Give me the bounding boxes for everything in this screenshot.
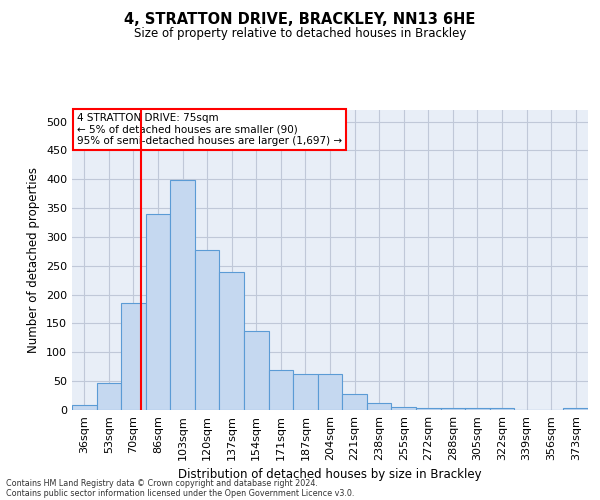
Bar	[416, 408, 440, 410]
Bar	[563, 408, 588, 410]
Text: Contains HM Land Registry data © Crown copyright and database right 2024.: Contains HM Land Registry data © Crown c…	[6, 478, 318, 488]
Bar	[465, 408, 490, 410]
Bar	[391, 406, 416, 410]
Bar	[342, 394, 367, 410]
Text: Size of property relative to detached houses in Brackley: Size of property relative to detached ho…	[134, 28, 466, 40]
Text: 4, STRATTON DRIVE, BRACKLEY, NN13 6HE: 4, STRATTON DRIVE, BRACKLEY, NN13 6HE	[124, 12, 476, 28]
Bar	[367, 403, 391, 410]
Bar	[269, 370, 293, 410]
Bar	[440, 408, 465, 410]
Text: Contains public sector information licensed under the Open Government Licence v3: Contains public sector information licen…	[6, 488, 355, 498]
Text: 4 STRATTON DRIVE: 75sqm
← 5% of detached houses are smaller (90)
95% of semi-det: 4 STRATTON DRIVE: 75sqm ← 5% of detached…	[77, 113, 342, 146]
Bar	[244, 331, 269, 410]
Bar	[318, 374, 342, 410]
Y-axis label: Number of detached properties: Number of detached properties	[28, 167, 40, 353]
Bar	[195, 250, 220, 410]
Bar	[72, 406, 97, 410]
Bar	[293, 374, 318, 410]
Bar	[490, 408, 514, 410]
Bar	[146, 214, 170, 410]
Bar	[97, 384, 121, 410]
X-axis label: Distribution of detached houses by size in Brackley: Distribution of detached houses by size …	[178, 468, 482, 481]
Bar	[220, 272, 244, 410]
Bar	[121, 304, 146, 410]
Bar	[170, 180, 195, 410]
